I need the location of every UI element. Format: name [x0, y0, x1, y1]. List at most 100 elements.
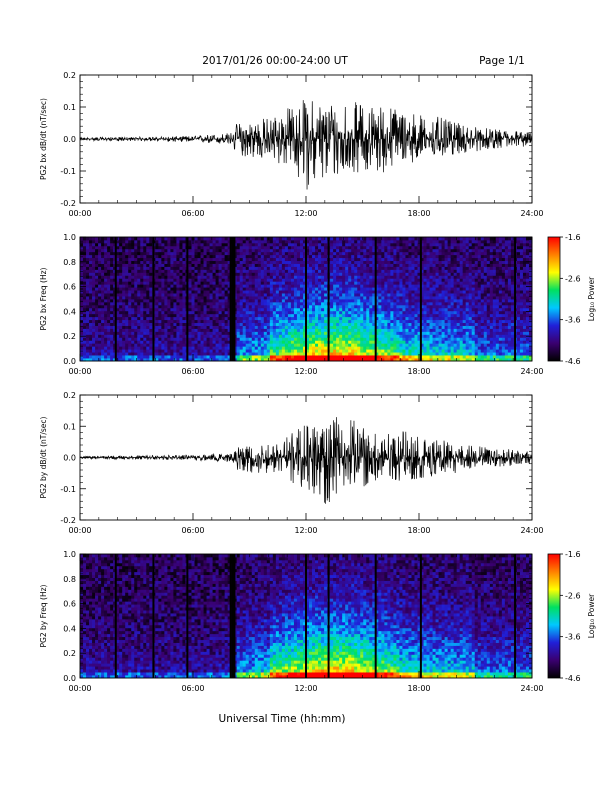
heatmap-cell [375, 337, 379, 341]
heatmap-cell [269, 325, 274, 329]
heatmap-cell [212, 340, 216, 344]
heatmap-cell [122, 322, 126, 326]
heatmap-cell [110, 307, 114, 312]
heatmap-cell [284, 290, 289, 294]
heatmap-cell [275, 304, 280, 309]
heatmap-cell [215, 293, 220, 297]
heatmap-cell [194, 319, 198, 324]
heatmap-cell [360, 293, 364, 297]
heatmap-cell [155, 355, 159, 359]
heatmap-cell [257, 340, 262, 344]
heatmap-cell [245, 349, 250, 353]
heatmap-cell [269, 290, 274, 294]
heatmap-cell [414, 355, 418, 359]
heatmap-cell [83, 352, 87, 356]
heatmap-cell [411, 299, 415, 303]
heatmap-cell [119, 296, 123, 300]
heatmap-cell [188, 260, 192, 264]
heatmap-cell [167, 251, 171, 256]
heatmap-cell [80, 322, 84, 326]
heatmap-cell [318, 313, 322, 318]
heatmap-cell [278, 263, 283, 267]
heatmap-cell [306, 334, 310, 338]
heatmap-cell [399, 299, 403, 303]
heatmap-cell [164, 337, 168, 341]
heatmap-cell [86, 248, 90, 253]
heatmap-cell [209, 319, 213, 324]
heatmap-cell [239, 352, 244, 356]
heatmap-cell [122, 281, 126, 285]
heatmap-cell [260, 278, 265, 282]
heatmap-cell [122, 251, 126, 256]
heatmap-cell [86, 337, 90, 341]
heatmap-cell [408, 266, 412, 270]
heatmap-cell [312, 266, 316, 270]
heatmap-cell [299, 284, 304, 288]
heatmap-cell [224, 334, 229, 338]
heatmap-cell [176, 281, 180, 285]
heatmap-cell [137, 293, 141, 297]
heatmap-cell [390, 299, 394, 303]
heatmap-cell [170, 331, 174, 335]
heatmap-cell [387, 313, 391, 318]
heatmap-cell [372, 275, 376, 279]
heatmap-cell [251, 331, 256, 335]
heatmap-cell [242, 319, 247, 324]
heatmap-cell [309, 358, 313, 362]
heatmap-cell [387, 248, 391, 253]
heatmap-cell [351, 340, 355, 344]
heatmap-cell [221, 343, 226, 347]
heatmap-cell [269, 340, 274, 344]
heatmap-cell [107, 242, 111, 247]
heatmap-cell [131, 293, 135, 297]
heatmap-cell [173, 248, 177, 253]
heatmap-cell [387, 310, 391, 315]
heatmap-cell [287, 355, 292, 359]
heatmap-cell [387, 355, 391, 359]
heatmap-cell [372, 349, 376, 353]
heatmap-cell [236, 245, 241, 250]
heatmap-cell [369, 319, 373, 324]
heatmap-cell [146, 307, 150, 312]
heatmap-cell [155, 254, 159, 259]
heatmap-cell [110, 248, 114, 253]
heatmap-cell [390, 266, 394, 270]
heatmap-cell [170, 322, 174, 326]
heatmap-cell [357, 343, 361, 347]
heatmap-cell [149, 346, 153, 350]
heatmap-cell [408, 251, 412, 256]
heatmap-cell [375, 334, 379, 338]
heatmap-cell [354, 290, 358, 294]
heatmap-cell [348, 328, 352, 332]
heatmap-cell [342, 275, 346, 279]
heatmap-cell [206, 251, 210, 256]
heatmap-cell [284, 316, 289, 321]
heatmap-cell [245, 257, 250, 262]
heatmap-cell [179, 349, 183, 353]
heatmap-cell [155, 278, 159, 282]
heatmap-cell [143, 352, 147, 356]
heatmap-cell [260, 296, 265, 300]
heatmap-cell [402, 301, 406, 306]
heatmap-cell [372, 296, 376, 300]
heatmap-cell [393, 290, 397, 294]
heatmap-cell [248, 322, 253, 326]
heatmap-cell [290, 257, 295, 262]
heatmap-cell [375, 272, 379, 276]
heatmap-cell [336, 245, 340, 250]
heatmap-cell [86, 310, 90, 315]
heatmap-cell [396, 349, 400, 353]
heatmap-cell [375, 322, 379, 326]
heatmap-cell [218, 272, 223, 276]
heatmap-cell [206, 346, 210, 350]
heatmap-cell [104, 313, 108, 318]
heatmap-cell [212, 352, 216, 356]
heatmap-cell [263, 322, 268, 326]
heatmap-cell [345, 352, 349, 356]
heatmap-cell [236, 266, 241, 270]
heatmap-cell [176, 275, 180, 279]
heatmap-cell [330, 343, 334, 347]
heatmap-cell [263, 242, 268, 247]
heatmap-cell [158, 290, 162, 294]
heatmap-cell [170, 254, 174, 259]
